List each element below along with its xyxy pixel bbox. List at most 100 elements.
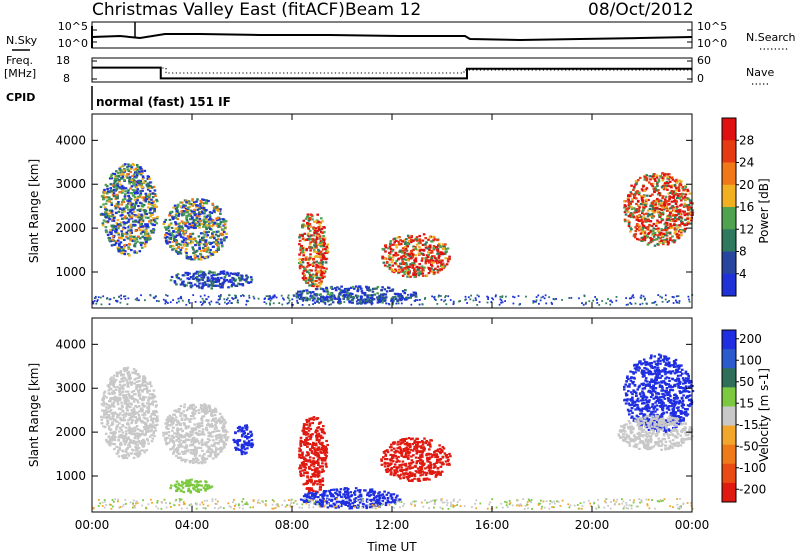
scatter-cell	[146, 387, 149, 389]
scatter-cell	[122, 374, 125, 376]
scatter-cell	[170, 238, 173, 240]
scatter-cell	[206, 298, 208, 300]
scatter-cell	[224, 223, 227, 225]
scatter-cell	[155, 404, 158, 406]
scatter-cell	[491, 297, 493, 299]
scatter-cell	[143, 405, 146, 407]
scatter-cell	[201, 287, 204, 289]
scatter-cell	[665, 187, 668, 189]
scatter-cell	[411, 262, 414, 264]
scatter-cell	[147, 429, 150, 431]
scatter-cell	[645, 213, 648, 215]
scatter-cell	[149, 393, 152, 395]
scatter-cell	[200, 408, 203, 410]
scatter-cell	[414, 260, 417, 262]
scatter-cell	[269, 298, 271, 300]
scatter-cell	[113, 220, 116, 222]
scatter-cell	[316, 238, 319, 240]
scatter-cell	[669, 223, 672, 225]
scatter-cell	[296, 296, 299, 298]
scatter-cell	[356, 297, 359, 299]
scatter-cell	[135, 422, 138, 424]
scatter-cell	[117, 223, 120, 225]
scatter-cell	[453, 301, 455, 303]
scatter-cell	[545, 294, 547, 296]
scatter-cell	[112, 235, 115, 237]
scatter-cell	[138, 299, 140, 301]
scatter-cell	[102, 399, 105, 401]
scatter-cell	[439, 246, 442, 248]
scatter-cell	[139, 202, 142, 204]
scatter-cell	[611, 301, 613, 303]
scatter-cell	[311, 214, 314, 216]
scatter-cell	[218, 430, 221, 432]
scatter-cell	[395, 244, 398, 246]
scatter-cell	[180, 405, 183, 407]
scatter-cell	[596, 299, 598, 301]
scatter-cell	[139, 229, 142, 231]
scatter-cell	[108, 218, 111, 220]
scatter-cell	[668, 198, 671, 200]
scatter-cell	[584, 295, 586, 297]
scatter-cell	[639, 227, 642, 229]
scatter-cell	[140, 244, 143, 246]
scatter-cell	[110, 174, 113, 176]
scatter-cell	[205, 408, 208, 410]
scatter-cell	[124, 400, 127, 402]
scatter-cell	[361, 292, 364, 294]
scatter-cell	[143, 379, 146, 381]
scatter-cell	[652, 208, 655, 210]
scatter-cell	[151, 232, 154, 234]
scatter-cell	[179, 226, 182, 228]
scatter-cell	[628, 203, 631, 205]
scatter-cell	[202, 226, 205, 228]
freq-label-line1: Freq.	[6, 54, 33, 67]
scatter-cell	[649, 237, 652, 239]
scatter-cell	[660, 209, 663, 211]
scatter-cell	[152, 395, 155, 397]
scatter-cell	[105, 396, 108, 398]
scatter-cell	[221, 421, 224, 423]
scatter-cell	[122, 174, 125, 176]
scatter-cell	[476, 304, 478, 306]
scatter-cell	[609, 304, 611, 306]
scatter-cell	[343, 297, 345, 299]
scatter-cell	[218, 225, 221, 227]
scatter-cell	[178, 429, 181, 431]
scatter-cell	[218, 295, 220, 297]
scatter-cell	[131, 372, 134, 374]
scatter-cell	[667, 301, 669, 303]
scatter-cell	[423, 233, 426, 235]
scatter-cell	[475, 299, 477, 301]
scatter-cell	[682, 186, 685, 188]
scatter-cell	[677, 195, 680, 197]
scatter-cell	[171, 227, 174, 229]
scatter-cell	[141, 170, 144, 172]
scatter-cell	[675, 203, 678, 205]
scatter-cell	[486, 296, 488, 298]
scatter-cell	[682, 210, 685, 212]
scatter-cell	[656, 238, 659, 240]
scatter-cell	[121, 455, 124, 457]
scatter-cell	[189, 282, 192, 284]
scatter-cell	[196, 460, 199, 462]
scatter-cell	[105, 433, 108, 435]
scatter-cell	[191, 198, 194, 200]
scatter-cell	[351, 302, 354, 304]
scatter-cell	[532, 302, 534, 304]
scatter-cell	[201, 223, 204, 225]
scatter-cell	[311, 295, 313, 297]
scatter-cell	[642, 303, 644, 305]
scatter-cell	[677, 227, 680, 229]
scatter-cell	[331, 299, 333, 301]
scatter-cell	[630, 193, 633, 195]
scatter-cell	[203, 212, 206, 214]
scatter-cell	[129, 164, 132, 166]
scatter-cell	[417, 272, 420, 274]
scatter-cell	[632, 294, 634, 296]
scatter-cell	[107, 190, 110, 192]
scatter-cell	[204, 413, 207, 415]
scatter-cell	[219, 413, 222, 415]
scatter-cell	[203, 231, 206, 233]
scatter-cell	[170, 448, 173, 450]
